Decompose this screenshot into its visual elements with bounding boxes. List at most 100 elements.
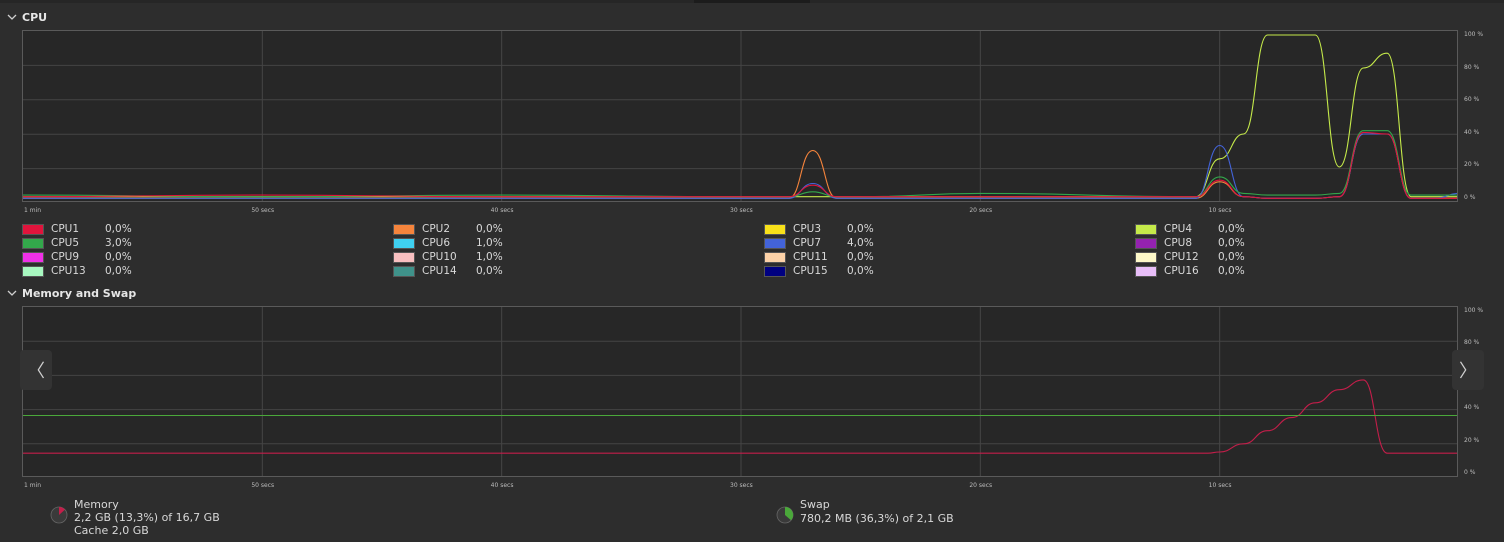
cpu-name: CPU11 [793, 251, 828, 263]
y-tick-label: 80 % [1464, 63, 1480, 71]
cpu-usage-value: 0,0% [1218, 237, 1245, 249]
y-tick-label: 20 % [1464, 161, 1480, 169]
cpu-legend-item[interactable]: CPU13 0,0% [22, 264, 145, 278]
cpu-y-axis-labels: 100 % 80 % 60 % 40 % 20 % 0 % [1464, 30, 1504, 202]
cpu-legend-item[interactable]: CPU1 0,0% [22, 222, 145, 236]
memory-summary: Memory 2,2 GB (13,3%) of 16,7 GB Cache 2… [50, 498, 220, 537]
color-swatch[interactable] [22, 237, 44, 249]
y-tick-label: 0 % [1464, 194, 1476, 201]
cpu-legend-item[interactable]: CPU9 0,0% [22, 250, 145, 264]
y-tick-label: 20 % [1464, 436, 1480, 444]
cpu-history-graph [22, 30, 1458, 202]
memory-graph-svg [23, 307, 1457, 476]
cpu-legend-item[interactable]: CPU12 0,0% [1135, 250, 1258, 264]
memory-y-axis-labels: 100 %80 %60 %40 %20 %0 % [1464, 306, 1504, 477]
color-swatch[interactable] [764, 237, 786, 249]
cpu-name: CPU8 [1164, 237, 1193, 249]
chevron-down-icon [7, 14, 17, 20]
cpu-legend-item[interactable]: CPU15 0,0% [764, 264, 887, 278]
color-swatch[interactable] [393, 223, 415, 235]
memory-section-header[interactable]: Memory and Swap [6, 284, 136, 302]
cpu-usage-value: 1,0% [476, 251, 503, 263]
chevron-right-icon: 〉 [1459, 361, 1477, 382]
y-tick-label: 40 % [1464, 128, 1480, 136]
color-swatch[interactable] [1135, 237, 1157, 249]
cpu-usage-value: 3,0% [105, 237, 132, 249]
cpu-name: CPU7 [793, 237, 822, 249]
color-swatch[interactable] [22, 251, 44, 263]
cpu-graph-svg [23, 31, 1457, 201]
cpu-legend-item[interactable]: CPU3 0,0% [764, 222, 887, 236]
cpu-legend-item[interactable]: CPU7 4,0% [764, 236, 887, 250]
cpu-name: CPU16 [1164, 265, 1199, 277]
swap-summary: Swap 780,2 MB (36,3%) of 2,1 GB [776, 498, 954, 525]
cpu-usage-value: 4,0% [847, 237, 874, 249]
cpu-legend-item[interactable]: CPU6 1,0% [393, 236, 516, 250]
cpu-legend-item[interactable]: CPU4 0,0% [1135, 222, 1258, 236]
y-tick-label: 80 % [1464, 339, 1480, 347]
x-tick-label: 50 secs [251, 207, 275, 214]
cpu-name: CPU9 [51, 251, 80, 263]
color-swatch[interactable] [764, 223, 786, 235]
cpu-usage-value: 0,0% [847, 223, 874, 235]
x-tick-label: 1 min [24, 207, 42, 214]
color-swatch[interactable] [764, 265, 786, 277]
color-swatch[interactable] [393, 265, 415, 277]
cpu-name: CPU1 [51, 223, 80, 235]
y-tick-label: 100 % [1464, 31, 1484, 38]
pie-slice [785, 507, 793, 521]
cpu-section-header[interactable]: CPU [6, 8, 47, 26]
cpu-usage-value: 0,0% [1218, 265, 1245, 277]
y-tick-label: 100 % [1464, 307, 1484, 314]
series-line-memory [23, 379, 1457, 454]
cpu-legend-item[interactable]: CPU8 0,0% [1135, 236, 1258, 250]
y-tick-label: 0 % [1464, 469, 1476, 476]
active-tab-indicator [694, 0, 810, 3]
x-tick-label: 30 secs [730, 207, 753, 214]
cpu-name: CPU13 [51, 265, 86, 277]
cpu-usage-value: 0,0% [476, 223, 503, 235]
color-swatch[interactable] [22, 223, 44, 235]
next-button[interactable]: 〉 [1452, 350, 1484, 390]
pie-slice [59, 507, 65, 515]
x-tick-label: 1 min [24, 482, 42, 489]
window-top-strip [0, 0, 1504, 3]
cpu-name: CPU14 [422, 265, 457, 277]
chevron-down-icon [7, 290, 17, 296]
cpu-name: CPU6 [422, 237, 451, 249]
color-swatch[interactable] [22, 265, 44, 277]
cpu-name: CPU15 [793, 265, 828, 277]
x-tick-label: 50 secs [251, 482, 275, 489]
series-line-cpu7 [23, 133, 1457, 199]
color-swatch[interactable] [1135, 265, 1157, 277]
color-swatch[interactable] [1135, 223, 1157, 235]
cpu-usage-value: 0,0% [847, 265, 874, 277]
x-tick-label: 20 secs [969, 482, 993, 489]
color-swatch[interactable] [393, 237, 415, 249]
cpu-usage-value: 0,0% [847, 251, 874, 263]
swap-pie-icon [776, 506, 794, 524]
cpu-legend-item[interactable]: CPU11 0,0% [764, 250, 887, 264]
cpu-usage-value: 1,0% [476, 237, 503, 249]
color-swatch[interactable] [1135, 251, 1157, 263]
cpu-name: CPU5 [51, 237, 80, 249]
cpu-legend-item[interactable]: CPU2 0,0% [393, 222, 516, 236]
cpu-name: CPU3 [793, 223, 822, 235]
color-swatch[interactable] [764, 251, 786, 263]
cpu-legend-item[interactable]: CPU5 3,0% [22, 236, 145, 250]
previous-button[interactable]: 〈 [20, 350, 52, 390]
memory-usage: 2,2 GB (13,3%) of 16,7 GB [74, 511, 220, 524]
chevron-left-icon: 〈 [27, 361, 45, 382]
cpu-usage-value: 0,0% [476, 265, 503, 277]
memory-label: Memory [74, 498, 119, 511]
memory-swap-history-graph [22, 306, 1458, 477]
x-tick-label: 40 secs [490, 207, 514, 214]
cpu-legend-item[interactable]: CPU16 0,0% [1135, 264, 1258, 278]
x-tick-label: 10 secs [1208, 482, 1232, 489]
cpu-legend-item[interactable]: CPU14 0,0% [393, 264, 516, 278]
cpu-usage-value: 0,0% [105, 223, 132, 235]
cpu-name: CPU12 [1164, 251, 1199, 263]
color-swatch[interactable] [393, 251, 415, 263]
y-tick-label: 40 % [1464, 404, 1480, 412]
cpu-legend-item[interactable]: CPU10 1,0% [393, 250, 516, 264]
